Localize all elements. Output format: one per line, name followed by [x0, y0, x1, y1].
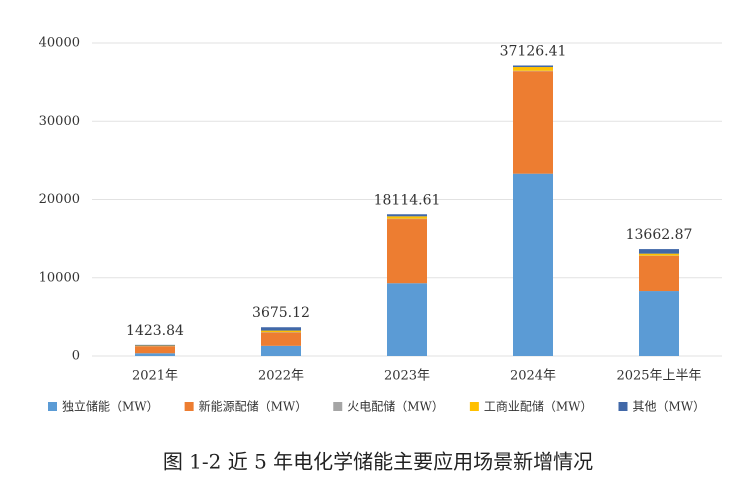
x-tick-label: 2025年上半年: [616, 369, 701, 384]
x-tick-label: 2021年: [132, 369, 178, 384]
bar-segment: [261, 327, 301, 330]
bar-segment: [387, 216, 427, 218]
legend-label: 独立储能（MW）: [62, 399, 159, 414]
y-tick-label: 10000: [39, 270, 80, 285]
legend-swatch: [48, 402, 57, 411]
bar-segment: [135, 346, 175, 353]
total-label: 1423.84: [126, 323, 184, 339]
bar-segment: [639, 256, 679, 291]
legend-label: 火电配储（MW）: [347, 399, 444, 414]
y-tick-label: 30000: [39, 114, 80, 129]
legend-label: 新能源配储（MW）: [199, 399, 308, 414]
bar-segment: [387, 219, 427, 283]
bar-segment: [513, 71, 553, 174]
x-tick-label: 2023年: [384, 369, 430, 384]
bar-segment: [639, 254, 679, 256]
legend-label: 其他（MW）: [633, 400, 706, 414]
bar-segment: [513, 67, 553, 71]
legend-swatch: [470, 402, 479, 411]
legend-swatch: [333, 402, 342, 411]
bar-segment: [261, 331, 301, 333]
bar-segment: [261, 346, 301, 356]
total-label: 37126.41: [500, 43, 567, 59]
x-tick-label: 2024年: [510, 369, 556, 384]
bar-segment: [387, 283, 427, 356]
total-label: 13662.87: [626, 227, 693, 243]
bar-segment: [513, 174, 553, 356]
y-tick-label: 40000: [39, 36, 80, 51]
bar-segment: [261, 333, 301, 346]
bar-segment: [135, 345, 175, 346]
y-tick-label: 20000: [39, 192, 80, 207]
legend-label: 工商业配储（MW）: [484, 399, 593, 414]
total-label: 3675.12: [252, 305, 310, 321]
y-tick-label: 0: [72, 349, 80, 364]
legend-swatch: [185, 402, 194, 411]
bar-segment: [513, 65, 553, 67]
bar-segment: [135, 353, 175, 356]
caption: 图 1-2 近 5 年电化学储能主要应用场景新增情况: [163, 450, 593, 474]
bar-segment: [639, 291, 679, 356]
x-tick-label: 2022年: [258, 369, 304, 384]
bar-segment: [387, 214, 427, 216]
legend-swatch: [619, 402, 628, 411]
bar-segment: [639, 249, 679, 254]
total-label: 18114.61: [374, 192, 441, 208]
